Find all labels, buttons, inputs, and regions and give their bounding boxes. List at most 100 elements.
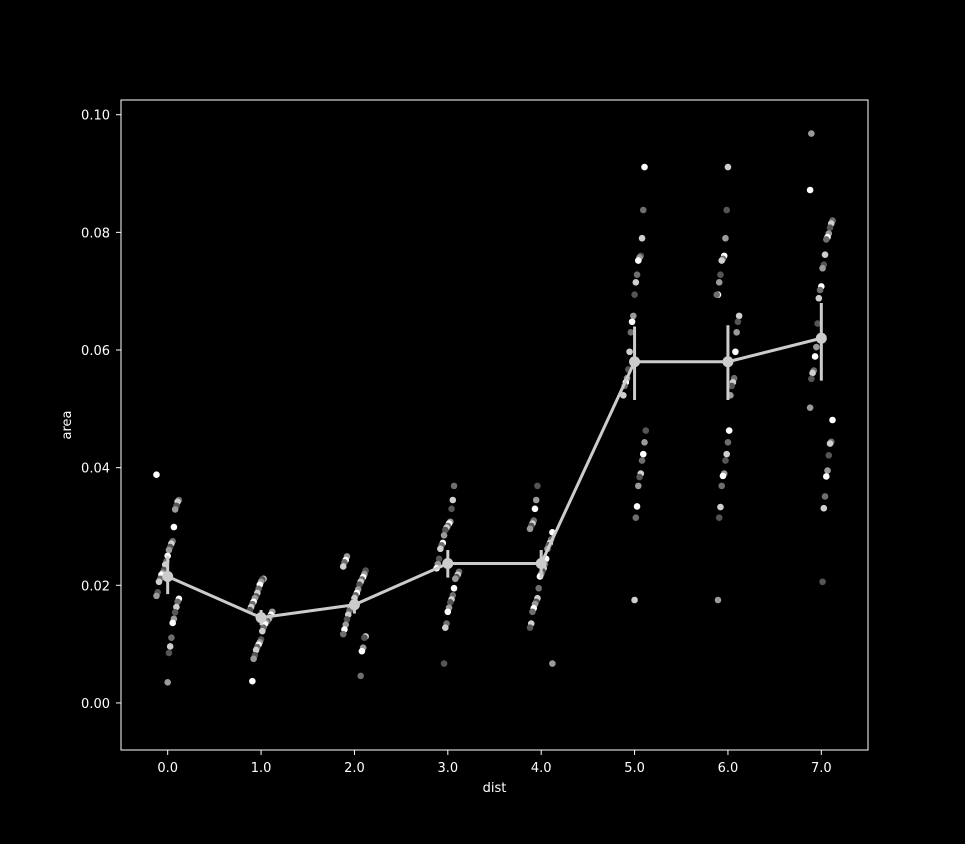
x-axis: 0.0 1.0 2.0 3.0 4.0 5.0 6.0 7.0 (157, 750, 832, 776)
mean-marker (255, 612, 267, 624)
data-point (250, 655, 257, 663)
data-point (638, 234, 646, 242)
y-tick-label: 0.08 (81, 226, 110, 241)
data-point (448, 505, 455, 513)
y-tick-label: 0.02 (81, 579, 110, 594)
data-point (633, 503, 641, 510)
data-point (358, 647, 366, 655)
data-point (168, 634, 175, 641)
data-point (442, 624, 449, 631)
data-point (641, 439, 648, 446)
x-axis-label: dist (483, 781, 507, 796)
data-point (724, 163, 732, 171)
data-point (535, 584, 542, 592)
data-point (531, 505, 539, 513)
mean-marker (815, 332, 827, 344)
data-point (171, 506, 179, 513)
x-tick-label: 2.0 (344, 761, 365, 776)
data-point (725, 427, 733, 434)
mean-marker (442, 558, 454, 570)
data-point (822, 236, 830, 243)
data-point (641, 163, 648, 171)
data-point (718, 257, 726, 264)
data-point (631, 596, 638, 604)
data-point (165, 546, 173, 554)
data-point (153, 592, 160, 600)
data-point (249, 677, 256, 685)
data-point (451, 575, 459, 583)
data-point (735, 312, 743, 320)
data-point (357, 672, 364, 680)
data-point (532, 496, 540, 504)
data-point (526, 624, 534, 631)
data-point (638, 457, 646, 464)
data-point (813, 343, 820, 351)
data-point (819, 264, 826, 272)
x-tick-label: 6.0 (718, 761, 739, 776)
data-point (639, 450, 647, 458)
data-point (718, 482, 726, 490)
data-point (820, 504, 828, 512)
data-point (449, 496, 457, 504)
data-point (440, 531, 448, 539)
data-point (825, 451, 833, 459)
data-point (444, 608, 452, 616)
mean-marker (535, 558, 547, 570)
data-point (631, 291, 638, 299)
data-point (526, 525, 534, 533)
data-point (722, 457, 729, 464)
data-point (440, 660, 448, 667)
data-point (447, 599, 454, 606)
data-point (815, 294, 823, 302)
data-point (171, 609, 179, 616)
data-point (728, 382, 735, 390)
data-point (723, 206, 730, 214)
mean-marker (348, 599, 360, 611)
mean-marker (722, 356, 734, 368)
data-point (169, 619, 176, 627)
data-point (252, 646, 260, 654)
x-tick-label: 7.0 (811, 761, 832, 776)
data-point (717, 503, 724, 511)
data-point (339, 630, 347, 638)
data-point (173, 603, 180, 611)
data-point (819, 578, 826, 586)
data-point (732, 348, 739, 356)
x-tick-label: 3.0 (437, 761, 458, 776)
data-point (437, 545, 444, 553)
data-point (808, 130, 815, 137)
mean-marker (629, 356, 641, 368)
data-point (155, 578, 163, 586)
mean-markers (162, 332, 827, 624)
y-tick-label: 0.10 (81, 109, 110, 124)
data-point (174, 598, 181, 606)
data-point (724, 439, 732, 446)
data-point (361, 634, 368, 641)
data-point (816, 286, 824, 294)
data-point (153, 471, 160, 479)
data-point (806, 186, 814, 194)
data-point (642, 427, 650, 434)
data-point (824, 467, 831, 474)
data-point (634, 257, 642, 264)
data-point (821, 493, 829, 500)
data-point (166, 643, 174, 650)
data-point (714, 596, 722, 604)
mean-line (167, 336, 822, 620)
data-point (343, 616, 351, 623)
data-point (822, 473, 830, 480)
data-point (339, 563, 347, 570)
y-axis-label: area (60, 411, 75, 440)
data-point (164, 679, 171, 686)
data-point (733, 329, 740, 336)
data-point (722, 234, 729, 242)
data-point (259, 627, 266, 635)
data-point (811, 353, 819, 360)
data-point (734, 318, 742, 326)
data-point (450, 584, 458, 592)
data-point (630, 312, 637, 320)
mean-marker (162, 570, 174, 582)
x-tick-label: 0.0 (157, 761, 178, 776)
data-point (715, 279, 723, 286)
plot-area (120, 99, 869, 751)
